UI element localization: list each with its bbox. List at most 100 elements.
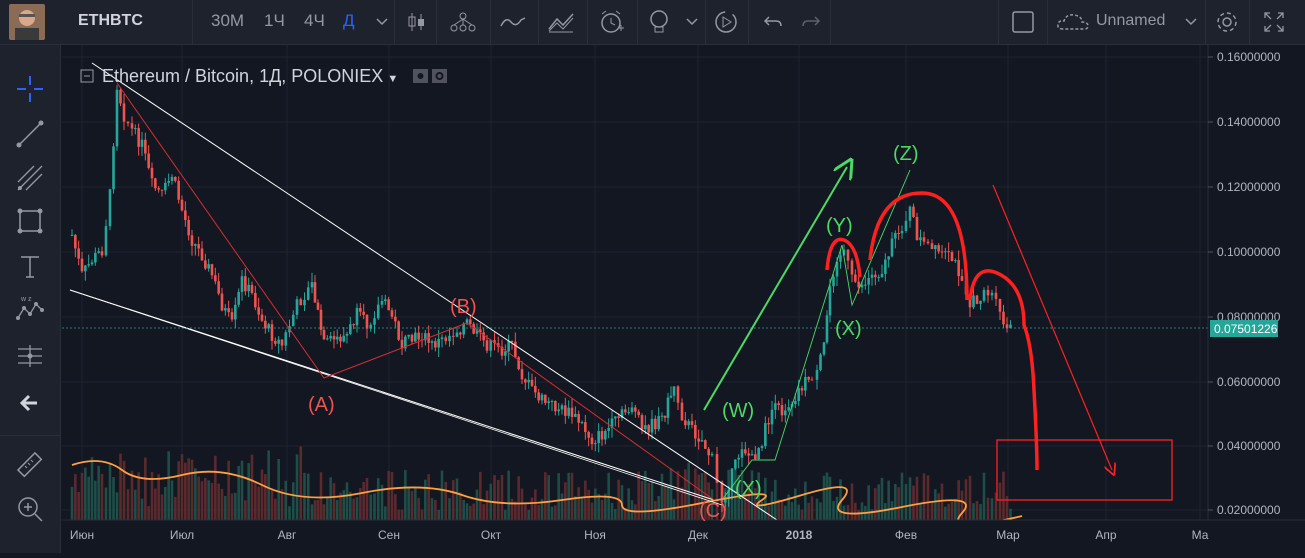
text-tool[interactable] xyxy=(12,248,48,284)
ruler-tool[interactable] xyxy=(12,447,48,483)
candle-body xyxy=(900,230,904,234)
candle-body xyxy=(160,189,164,191)
volume-bar xyxy=(740,469,744,520)
visibility-settings-icon[interactable] xyxy=(413,69,449,83)
candle-body xyxy=(504,351,507,356)
timeframe-4h[interactable]: 4Ч xyxy=(304,11,325,30)
divider xyxy=(637,0,638,44)
candle-body xyxy=(469,319,472,324)
timeframe-30m[interactable]: 30М xyxy=(211,11,245,30)
volume-bar xyxy=(342,490,346,520)
candle-body xyxy=(462,323,465,335)
target-zone-box xyxy=(996,439,1173,501)
candle-body xyxy=(690,421,694,425)
candle-body xyxy=(224,308,227,311)
candle-body xyxy=(554,401,557,412)
volume-bar xyxy=(832,501,835,520)
time-axis[interactable]: Июн Июл Авг Сен Окт Ноя Дек 2018 Фев Мар Апр Ма xyxy=(70,528,1209,542)
bars-style-button[interactable] xyxy=(545,6,577,38)
timeframe-1h[interactable]: 1Ч xyxy=(264,11,285,30)
candle-body xyxy=(610,418,614,428)
volume-bar xyxy=(504,509,507,520)
symbol-search[interactable]: ETHBTC xyxy=(78,12,143,29)
volume-bar xyxy=(313,500,317,520)
indicators-button[interactable] xyxy=(447,6,479,38)
price-chart[interactable]: 0.16000000 0.14000000 0.12000000 0.10000000… xyxy=(62,45,1305,553)
redo-button[interactable] xyxy=(795,6,827,38)
replay-button[interactable] xyxy=(710,6,742,38)
volume-bar xyxy=(947,503,950,520)
candle-body xyxy=(345,333,349,336)
candle-body xyxy=(744,449,747,454)
layout-dropdown-button[interactable] xyxy=(1175,6,1207,38)
time-tick-label: Апр xyxy=(1095,528,1117,542)
candle-body xyxy=(807,377,810,380)
cloud-save-button[interactable] xyxy=(1055,6,1091,38)
timeframe-dropdown-button[interactable] xyxy=(366,6,398,38)
chevron-down-icon[interactable]: ▼ xyxy=(387,73,399,85)
zoom-tool[interactable] xyxy=(12,491,48,527)
volume-bar xyxy=(177,461,180,520)
volume-bar xyxy=(369,494,373,520)
candle-body xyxy=(944,251,947,253)
volume-bar xyxy=(112,477,115,520)
candle-body xyxy=(547,401,550,403)
candle-body xyxy=(485,340,489,351)
candle-body xyxy=(448,335,451,342)
volume-bar xyxy=(122,460,126,520)
ideas-dropdown-button[interactable] xyxy=(676,6,708,38)
candle-body xyxy=(244,276,247,292)
candle-body xyxy=(687,421,690,426)
collapse-icon[interactable] xyxy=(80,69,94,83)
candle-body xyxy=(180,199,184,211)
candle-body xyxy=(584,422,587,432)
measure-tool[interactable] xyxy=(12,338,48,374)
candle-body xyxy=(500,346,504,356)
avatar[interactable] xyxy=(9,4,45,40)
candle-body xyxy=(720,482,724,503)
volume-bar xyxy=(964,479,968,520)
divider xyxy=(1205,0,1206,44)
volume-bar xyxy=(560,493,564,520)
undo-button[interactable] xyxy=(757,6,789,38)
wave-label-x2: (X) xyxy=(835,318,862,340)
candle-body xyxy=(119,89,122,104)
volume-bar xyxy=(217,483,220,520)
rectangle-tool[interactable] xyxy=(12,203,48,239)
timeframe-1d[interactable]: Д xyxy=(343,11,355,30)
crosshair-tool[interactable] xyxy=(12,71,48,107)
maximize-button[interactable] xyxy=(1258,6,1290,38)
candle-body xyxy=(815,370,819,380)
volume-bar xyxy=(119,453,122,520)
hide-toolbar-button[interactable] xyxy=(12,385,48,421)
alert-button[interactable] xyxy=(596,6,628,38)
candle-body xyxy=(387,299,390,311)
candle-body xyxy=(647,425,650,433)
trendline-tool[interactable] xyxy=(12,116,48,152)
candle-body xyxy=(424,333,427,341)
candle-body xyxy=(570,407,574,417)
volume-bar xyxy=(730,485,734,520)
candle-body xyxy=(520,369,524,380)
fullscreen-button[interactable] xyxy=(1007,6,1039,38)
volume-bar xyxy=(760,501,764,520)
chart-legend[interactable]: Ethereum / Bitcoin, 1Д, POLONIEX ▼ xyxy=(80,66,449,87)
compare-button[interactable] xyxy=(497,6,529,38)
settings-button[interactable] xyxy=(1211,6,1243,38)
volume-bar xyxy=(496,479,500,520)
volume-bar xyxy=(373,493,376,520)
candle-body xyxy=(587,431,590,438)
volume-bar xyxy=(610,502,614,520)
pitchfork-tool[interactable] xyxy=(12,160,48,196)
pattern-tool[interactable]: w z xyxy=(12,291,48,327)
volume-bar xyxy=(448,498,451,520)
volume-bar xyxy=(800,509,804,520)
volume-bar xyxy=(210,482,214,520)
volume-bar xyxy=(437,509,440,520)
chart-type-button[interactable] xyxy=(400,6,432,38)
chart-area[interactable]: 0.16000000 0.14000000 0.12000000 0.10000000… xyxy=(62,45,1305,553)
volume-bar xyxy=(410,491,414,520)
layout-name[interactable]: Unnamed xyxy=(1096,12,1166,29)
price-axis[interactable]: 0.16000000 0.14000000 0.12000000 0.10000000… xyxy=(1208,50,1281,517)
ideas-button[interactable] xyxy=(643,6,675,38)
